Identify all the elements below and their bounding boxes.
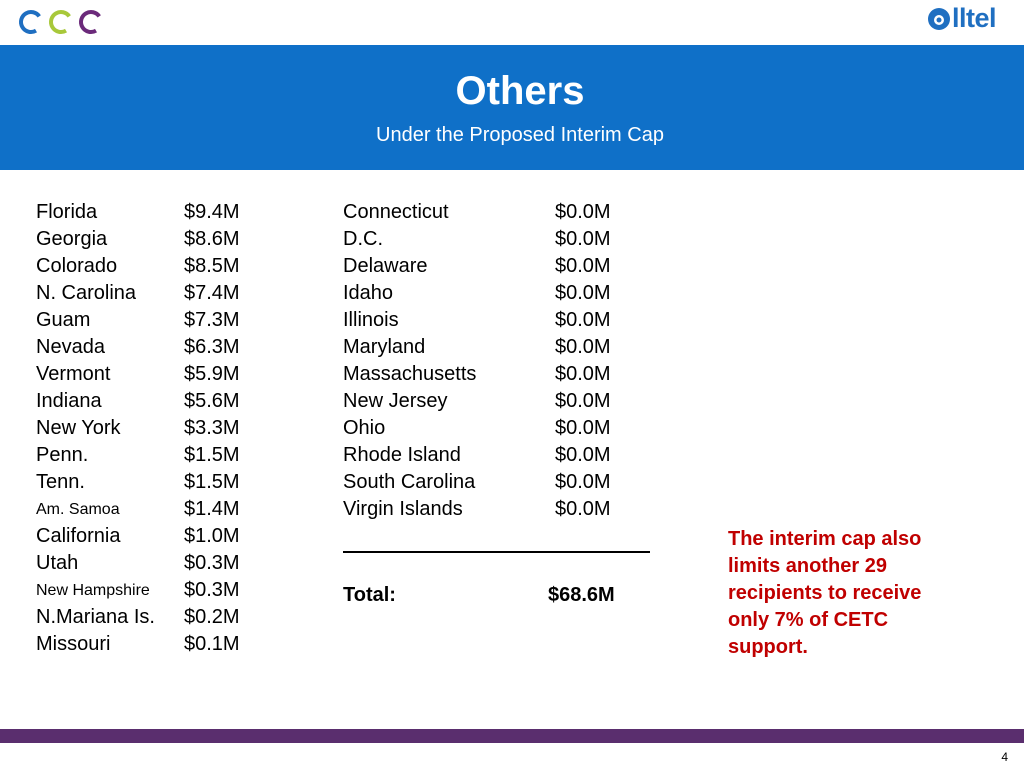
support-amount: $0.3M: [184, 579, 240, 601]
title-banner: [0, 45, 1024, 170]
support-amount: $0.1M: [184, 633, 240, 655]
state-name: South Carolina: [343, 471, 476, 493]
support-amount: $0.0M: [555, 201, 611, 223]
state-name: Guam: [36, 309, 91, 331]
state-name: Illinois: [343, 309, 399, 331]
support-amount: $5.9M: [184, 363, 240, 385]
state-name: N. Carolina: [36, 282, 137, 304]
brand-wordmark: lltel: [952, 3, 997, 33]
total-value: $68.6M: [548, 584, 615, 606]
state-name: Am. Samoa: [36, 501, 120, 518]
support-amount: $0.0M: [555, 336, 611, 358]
support-amount: $0.0M: [555, 309, 611, 331]
alltel-logo: lltel: [928, 3, 1002, 38]
footer-bar: [0, 729, 1024, 743]
support-amount: $0.0M: [555, 444, 611, 466]
state-name: New Hampshire: [36, 582, 150, 599]
state-name: Ohio: [343, 417, 386, 439]
support-amount: $0.0M: [555, 363, 611, 385]
state-name: Delaware: [343, 255, 428, 277]
state-name: Florida: [36, 201, 98, 223]
state-name: Virgin Islands: [343, 498, 463, 520]
support-amount: $7.3M: [184, 309, 240, 331]
page-subtitle: Under the Proposed Interim Cap: [376, 124, 664, 146]
state-name: Missouri: [36, 633, 111, 655]
total-divider: [343, 551, 650, 553]
state-name: Utah: [36, 552, 79, 574]
support-amount: $1.5M: [184, 444, 240, 466]
state-name: Colorado: [36, 255, 118, 277]
state-name: Indiana: [36, 390, 102, 412]
page-number: 4: [1001, 750, 1008, 764]
state-name: Vermont: [36, 363, 111, 385]
state-name: New York: [36, 417, 121, 439]
state-name: Idaho: [343, 282, 394, 304]
support-amount: $8.5M: [184, 255, 240, 277]
support-amount: $8.6M: [184, 228, 240, 250]
state-name: Penn.: [36, 444, 89, 466]
interim-cap-note: The interim cap also limits another 29 r…: [728, 528, 922, 658]
support-amount: $0.0M: [555, 471, 611, 493]
support-amount: $0.0M: [555, 255, 611, 277]
support-amount: $9.4M: [184, 201, 240, 223]
support-amount: $0.0M: [555, 498, 611, 520]
page-title: Others: [455, 69, 585, 113]
support-amount: $7.4M: [184, 282, 240, 304]
state-name: N.Mariana Is.: [36, 606, 155, 628]
state-name: Maryland: [343, 336, 426, 358]
state-name: Rhode Island: [343, 444, 461, 466]
state-name: California: [36, 525, 121, 547]
support-amount: $1.4M: [184, 498, 240, 520]
total-label: Total:: [343, 584, 396, 606]
support-amount: $5.6M: [184, 390, 240, 412]
support-amount: $0.0M: [555, 390, 611, 412]
decorative-circles-logo: [19, 10, 103, 34]
support-amount: $0.0M: [555, 282, 611, 304]
support-amount: $1.5M: [184, 471, 240, 493]
state-name: Nevada: [36, 336, 105, 358]
state-name: Massachusetts: [343, 363, 477, 385]
support-amount: $0.3M: [184, 552, 240, 574]
state-name: Connecticut: [343, 201, 449, 223]
state-name: Tenn.: [36, 471, 85, 493]
state-name: Georgia: [36, 228, 108, 250]
support-amount: $0.0M: [555, 417, 611, 439]
support-amount: $0.0M: [555, 228, 611, 250]
support-amount: $1.0M: [184, 525, 240, 547]
support-amount: $6.3M: [184, 336, 240, 358]
state-name: D.C.: [343, 228, 383, 250]
state-name: New Jersey: [343, 390, 448, 412]
support-amount: $0.2M: [184, 606, 240, 628]
alltel-a-icon: [928, 8, 950, 30]
support-amount: $3.3M: [184, 417, 240, 439]
